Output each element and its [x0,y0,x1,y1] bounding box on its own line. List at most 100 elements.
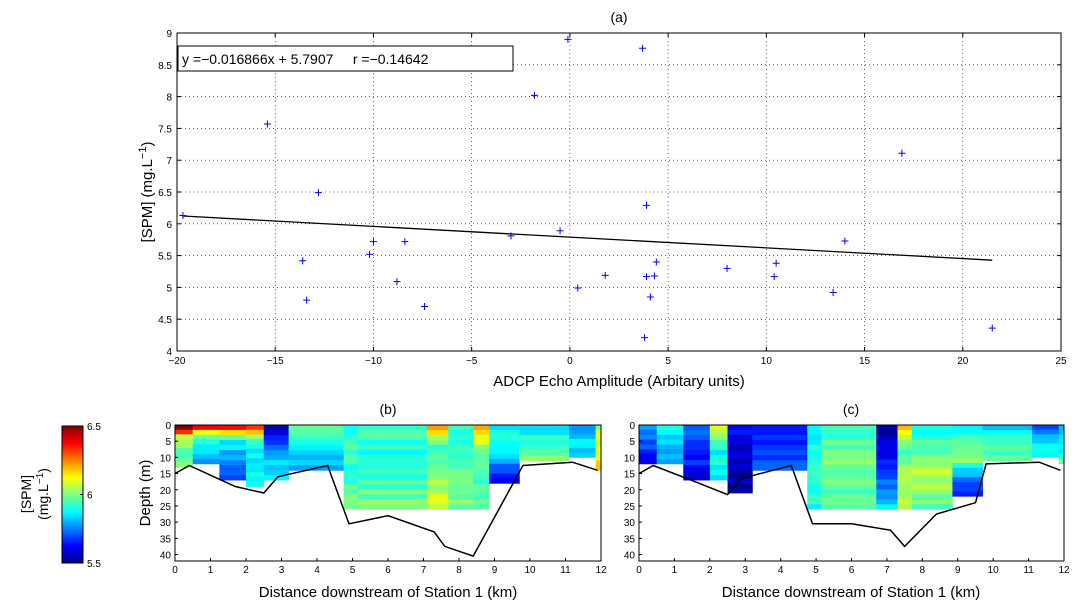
spm-cell [263,435,289,441]
spm-cell [821,464,877,470]
spm-cell [473,464,490,470]
spm-cell [683,450,711,456]
spm-cell [821,425,877,431]
spm-cell [821,454,877,461]
spm-cell [897,464,913,470]
spm-cell [709,445,728,451]
spm-cell [219,470,247,476]
spm-cell [448,464,474,470]
x-tick-label: 6 [849,565,855,576]
spm-cell [727,444,753,450]
spm-cell [288,435,345,441]
spm-cell [876,484,898,490]
spm-cell [448,494,474,500]
spm-cell [519,445,570,451]
spm-cell [427,499,449,505]
spm-cell [219,430,247,436]
spm-cell [427,439,449,446]
spm-cell [727,463,753,470]
spm-cell [246,462,265,468]
spm-cell [219,450,247,456]
spm-cell [263,465,289,471]
data-point [643,273,651,281]
spm-cell [807,429,822,436]
spm-cell [343,484,359,490]
spm-cell [357,469,428,475]
spm-cell [807,494,822,500]
spm-cell [595,425,601,431]
spm-cell [982,440,1033,446]
y-tick-label: 20 [624,486,636,497]
spm-cell [357,425,428,431]
spm-cell [427,479,449,485]
spm-cell [448,454,474,461]
spm-cell [427,454,449,461]
spm-cell [357,434,428,441]
spm-cell [219,445,247,451]
spm-cell [821,434,877,441]
spm-cell [246,448,265,454]
spm-cell [911,434,953,441]
spm-cell [709,460,728,466]
spm-cell [727,459,753,465]
spm-cell [473,425,490,431]
data-point [393,278,401,286]
x-tick-label: 2 [243,565,249,576]
spm-cell [427,425,449,431]
spm-cell [752,460,808,466]
spm-cell [357,489,428,495]
x-tick-label: 8 [456,565,462,576]
y-tick-label: 30 [160,518,172,529]
spm-cell [288,460,345,466]
spm-cell [821,489,877,495]
spm-cell [192,444,220,450]
spm-cell [343,425,359,431]
spm-cell [821,504,877,510]
spm-cell [952,429,983,435]
spm-cell [288,455,345,461]
spm-cell [519,430,570,436]
colorbar-label: [SPM] [18,475,34,513]
panel-b-title: (b) [379,401,396,417]
spm-cell [343,444,359,451]
spm-cell [727,454,753,460]
spm-cell [192,429,220,436]
spm-cell [911,449,953,456]
x-tick-label: 10 [524,565,536,576]
y-tick-label: 6.5 [158,188,172,199]
spm-cell [821,459,877,466]
spm-cell [519,455,570,462]
spm-cell [569,434,597,440]
spm-cell [569,448,597,454]
x-axis-label: Distance downstream of Station 1 (km) [722,584,980,601]
spm-cell [1032,425,1060,431]
spm-cell [727,439,753,445]
spm-cell [246,439,265,445]
data-point [639,44,647,52]
spm-cell [448,439,474,446]
spm-cell [473,429,490,436]
spm-cell [807,489,822,495]
y-tick-label: 35 [624,534,636,545]
spm-cell [219,455,247,461]
spm-cell [982,425,1033,431]
spm-cell [569,429,597,435]
spm-cell [952,448,983,454]
spm-cell [427,449,449,456]
spm-cell [821,449,877,456]
spm-cell [752,425,808,431]
spm-cell [982,435,1033,441]
spm-cell [952,425,983,431]
spm-cell [709,475,728,481]
spm-cell [246,453,265,459]
spm-cell [219,475,247,481]
spm-cell [489,459,520,465]
spm-cell [911,474,953,480]
spm-cell [1058,449,1064,455]
y-tick-label: 7.5 [158,124,172,135]
spm-cell [473,434,490,441]
x-tick-label: 10 [761,356,773,367]
spm-cell [595,450,601,456]
data-point [421,302,429,310]
spm-cell [709,425,728,431]
